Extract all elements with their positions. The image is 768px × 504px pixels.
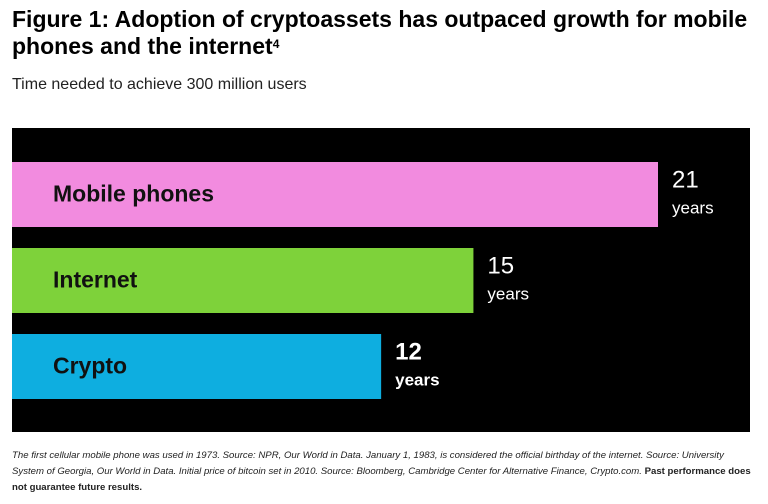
title-text: Figure 1: Adoption of cryptoassets has o… xyxy=(12,6,748,59)
footnote-bold: Past performance does not guarantee futu… xyxy=(12,466,751,493)
footnote: The first cellular mobile phone was used… xyxy=(12,448,752,496)
category-label: Mobile phones xyxy=(53,181,214,207)
bar xyxy=(12,162,658,227)
bar xyxy=(12,334,382,399)
value-unit: years xyxy=(395,370,439,389)
value-label: 21 xyxy=(672,166,699,193)
category-label: Crypto xyxy=(53,353,127,379)
subtitle: Time needed to achieve 300 million users xyxy=(12,76,307,93)
chart-title: Figure 1: Adoption of cryptoassets has o… xyxy=(12,6,752,60)
value-label: 12 xyxy=(395,338,422,365)
chart: Mobile phones 21 years Internet 15 years Crypt… xyxy=(12,128,750,432)
value-label: 15 xyxy=(487,252,514,279)
title-footnote-mark: 4 xyxy=(272,37,280,51)
category-label: Internet xyxy=(53,267,138,293)
value-unit: years xyxy=(487,284,529,303)
bar xyxy=(12,248,474,313)
value-unit: years xyxy=(672,198,714,217)
footnote-text: The first cellular mobile phone was used… xyxy=(12,450,724,477)
